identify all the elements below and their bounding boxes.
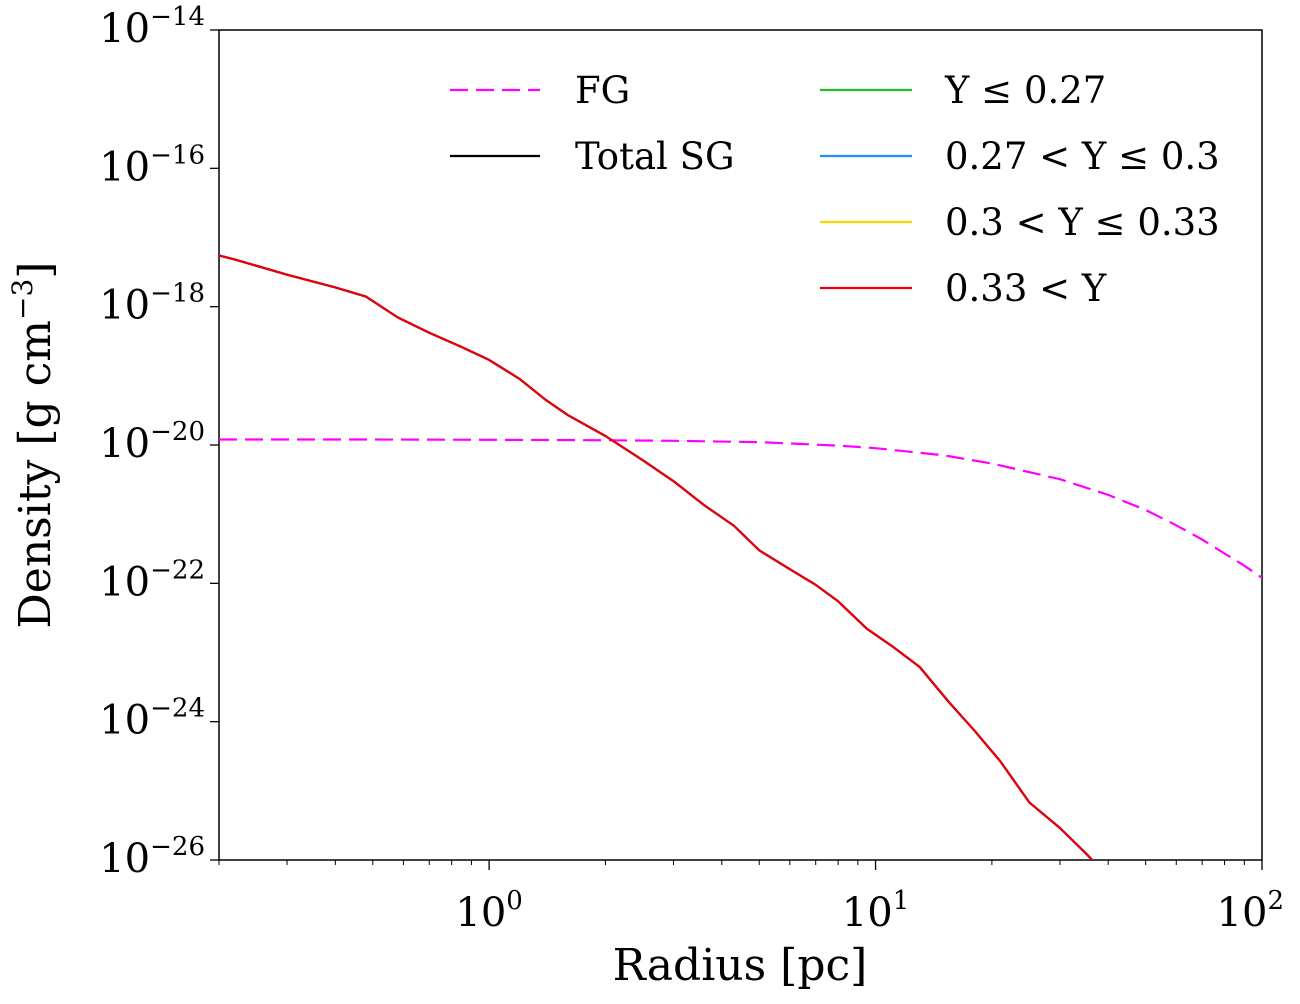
y-axis-title: Density [g cm−3] [6,262,61,629]
x-tick-label-exponent: 2 [1267,886,1284,916]
y-tick-label-exponent: −22 [150,555,205,585]
y-axis-title-close: ] [10,262,61,279]
series-line-5 [219,254,1094,860]
x-axis-title: Radius [pc] [613,940,868,991]
y-tick-label-base: 10 [99,421,150,467]
plot-area [218,29,1263,861]
y-tick-label: 10−22 [99,555,205,605]
x-tick-label-exponent: 0 [506,886,523,916]
x-tick-label: 101 [842,886,909,936]
y-tick-label-exponent: −24 [150,694,205,724]
x-tick-label-base: 10 [842,890,893,936]
y-tick-label-exponent: −18 [150,279,205,309]
x-axis-ticks: 100 101 102 [218,860,1284,936]
x-tick-label-base: 10 [455,890,506,936]
series-line-0 [219,438,1262,579]
y-tick-label-base: 10 [99,283,150,329]
legend-label: 0.27 < Y ≤ 0.3 [945,135,1220,178]
x-tick-label-base: 10 [1217,890,1268,936]
y-tick-label: 10−24 [99,694,205,744]
x-tick-label: 102 [1217,886,1284,936]
series-layer [219,254,1262,860]
legend: FG Total SG Y ≤ 0.27 0.27 < Y ≤ 0.3 0.3 < Y … [450,69,1220,310]
x-tick-label: 100 [455,886,522,936]
y-tick-label-base: 10 [99,144,150,190]
y-tick-label: 10−20 [99,417,205,467]
y-axis-title-exponent: −3 [6,279,39,320]
y-tick-label-exponent: −20 [150,417,205,447]
y-tick-label-exponent: −16 [150,140,205,170]
legend-label: Y ≤ 0.27 [944,69,1106,112]
legend-label: 0.33 < Y [945,267,1107,310]
y-tick-label: 10−18 [99,279,205,329]
y-tick-label-exponent: −26 [150,832,205,862]
y-tick-label: 10−14 [99,2,205,52]
y-tick-label-base: 10 [99,6,150,52]
y-tick-label-base: 10 [99,836,150,882]
x-tick-label-exponent: 1 [893,886,910,916]
legend-label: Total SG [575,135,735,178]
legend-label: 0.3 < Y ≤ 0.33 [945,201,1220,244]
y-axis-title-main: Density [g cm [10,320,61,629]
y-tick-label-exponent: −14 [150,2,205,32]
legend-label: FG [575,69,630,112]
y-tick-label: 10−16 [99,140,205,190]
y-tick-label-base: 10 [99,559,150,605]
y-tick-label-base: 10 [99,698,150,744]
y-tick-label: 10−26 [99,832,205,882]
